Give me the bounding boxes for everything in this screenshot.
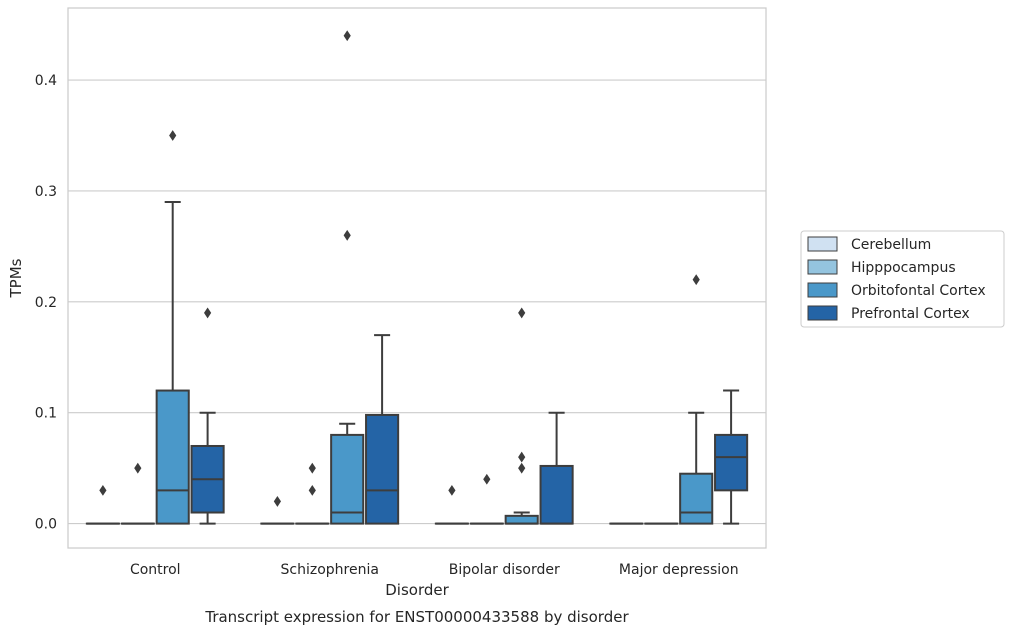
legend: Cerebellum Hipppocampus Orbitofontal Corte… — [800, 230, 1005, 328]
box-iqr — [330, 433, 365, 525]
y-tick-label: 0.4 — [35, 73, 57, 89]
box-0-1 — [120, 462, 155, 525]
box-2-0 — [434, 484, 469, 525]
legend-swatch — [807, 282, 838, 298]
outlier-point — [308, 462, 316, 474]
x-axis-label: Disorder — [385, 581, 449, 599]
box-3-2 — [679, 274, 714, 525]
box-1-0 — [260, 496, 295, 525]
legend-label: Cerebellum — [851, 237, 931, 253]
box-0-0 — [85, 484, 120, 525]
box-1-1 — [295, 462, 330, 525]
box-1-3 — [365, 334, 400, 525]
y-tick-label: 0.3 — [35, 184, 57, 200]
box-2-2 — [504, 307, 539, 525]
outlier-point — [518, 451, 526, 463]
box-iqr — [365, 413, 400, 525]
x-tick-label: Bipolar disorder — [449, 562, 560, 578]
box-0-2 — [155, 130, 190, 525]
outlier-point — [99, 484, 107, 496]
legend-items: Cerebellum Hipppocampus Orbitofontal Corte… — [807, 236, 986, 322]
legend-frame — [800, 230, 1005, 328]
outlier-point — [518, 307, 526, 319]
box-iqr — [714, 433, 749, 492]
x-tick-labels: Control Schizophrenia Bipolar disorder Majo… — [130, 562, 739, 578]
outlier-point — [692, 274, 700, 286]
x-tick-label: Schizophrenia — [281, 562, 379, 578]
box-1-2 — [330, 30, 365, 525]
box-2-1 — [469, 473, 504, 525]
legend-swatch — [807, 305, 838, 321]
y-tick-label: 0.2 — [35, 295, 57, 311]
y-tick-label: 0.1 — [35, 406, 57, 422]
legend-label: Hipppocampus — [851, 260, 956, 276]
outlier-point — [308, 484, 316, 496]
outlier-point — [343, 229, 351, 241]
box-iqr — [539, 464, 574, 525]
box-iqr — [504, 514, 539, 525]
chart-title: Transcript expression for ENST0000043358… — [204, 608, 629, 626]
outlier-point — [273, 496, 281, 507]
y-tick-label: 0.0 — [35, 517, 57, 533]
y-axis-label: TPMs — [7, 258, 25, 298]
outlier-point — [204, 307, 212, 319]
legend-swatch — [807, 236, 838, 252]
box-iqr — [155, 389, 190, 525]
box-groups — [85, 30, 749, 525]
legend-swatch — [807, 259, 838, 275]
legend-label: Orbitofontal Cortex — [851, 283, 986, 299]
y-tick-labels: 0.0 0.1 0.2 0.3 0.4 — [35, 73, 57, 533]
outlier-point — [483, 473, 491, 485]
outlier-point — [518, 462, 526, 474]
plot-frame — [67, 7, 767, 549]
outlier-point — [448, 484, 456, 496]
box-2-3 — [539, 411, 574, 525]
legend-label: Prefrontal Cortex — [851, 306, 970, 322]
outlier-point — [134, 462, 142, 474]
outlier-point — [169, 130, 177, 141]
x-tick-label: Control — [130, 562, 181, 578]
box-0-3 — [190, 307, 225, 525]
outlier-point — [343, 30, 351, 42]
box-iqr — [679, 472, 714, 525]
box-3-3 — [714, 389, 749, 525]
x-tick-label: Major depression — [619, 562, 739, 578]
